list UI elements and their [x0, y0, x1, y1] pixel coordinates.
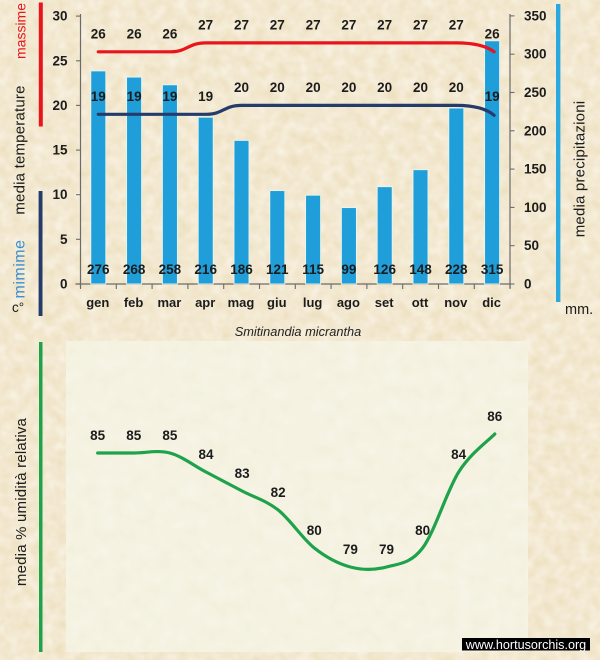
svg-text:148: 148	[409, 262, 432, 277]
svg-text:dic: dic	[482, 295, 501, 310]
svg-text:99: 99	[341, 262, 356, 277]
svg-text:27: 27	[341, 17, 356, 32]
svg-text:85: 85	[162, 428, 178, 443]
svg-text:228: 228	[445, 262, 468, 277]
svg-text:250: 250	[524, 85, 547, 100]
svg-text:27: 27	[413, 17, 428, 32]
svg-text:121: 121	[266, 262, 289, 277]
svg-text:216: 216	[194, 262, 217, 277]
svg-text:84: 84	[198, 447, 214, 462]
svg-text:20: 20	[413, 80, 428, 95]
svg-text:5: 5	[60, 232, 68, 247]
svg-text:gen: gen	[86, 295, 109, 310]
svg-text:115: 115	[302, 262, 324, 277]
svg-text:27: 27	[377, 17, 392, 32]
svg-text:mimime: mimime	[12, 240, 29, 299]
svg-text:80: 80	[307, 523, 322, 538]
svg-text:19: 19	[91, 89, 106, 104]
svg-text:85: 85	[126, 428, 142, 443]
svg-text:19: 19	[485, 89, 500, 104]
svg-text:mm.: mm.	[565, 302, 593, 318]
svg-text:mar: mar	[157, 295, 181, 310]
svg-text:20: 20	[306, 80, 321, 95]
svg-text:massime: massime	[13, 3, 29, 59]
svg-text:27: 27	[270, 17, 285, 32]
svg-text:giu: giu	[267, 295, 287, 310]
svg-text:86: 86	[487, 409, 503, 424]
svg-text:20: 20	[449, 80, 464, 95]
svg-text:27: 27	[198, 17, 213, 32]
svg-text:150: 150	[524, 162, 547, 177]
svg-text:media temperature: media temperature	[12, 85, 29, 214]
svg-text:186: 186	[230, 262, 253, 277]
svg-text:26: 26	[485, 26, 501, 41]
svg-text:100: 100	[524, 200, 547, 215]
svg-text:85: 85	[90, 428, 106, 443]
svg-text:315: 315	[481, 262, 504, 277]
svg-text:300: 300	[524, 47, 547, 62]
svg-text:84: 84	[451, 447, 467, 462]
svg-text:276: 276	[87, 262, 110, 277]
svg-text:19: 19	[198, 89, 213, 104]
svg-text:ott: ott	[412, 295, 429, 310]
svg-text:c°: c°	[12, 300, 24, 315]
svg-text:26: 26	[127, 26, 143, 41]
svg-text:feb: feb	[124, 295, 144, 310]
svg-text:0: 0	[60, 277, 68, 292]
svg-text:126: 126	[373, 262, 396, 277]
svg-text:50: 50	[524, 238, 539, 253]
svg-text:26: 26	[91, 26, 107, 41]
svg-text:82: 82	[271, 485, 286, 500]
svg-text:0: 0	[524, 277, 532, 292]
svg-text:350: 350	[524, 8, 547, 23]
svg-text:258: 258	[159, 262, 182, 277]
svg-text:apr: apr	[195, 295, 215, 310]
svg-text:nov: nov	[444, 295, 468, 310]
svg-text:20: 20	[341, 80, 356, 95]
svg-text:20: 20	[377, 80, 392, 95]
svg-text:ago: ago	[337, 295, 360, 310]
svg-text:10: 10	[52, 187, 67, 202]
svg-text:15: 15	[52, 143, 68, 158]
svg-text:Smitinandia micrantha: Smitinandia micrantha	[235, 324, 362, 339]
svg-text:mag: mag	[228, 295, 255, 310]
svg-text:83: 83	[235, 466, 251, 481]
svg-text:set: set	[375, 295, 394, 310]
svg-text:26: 26	[162, 26, 178, 41]
svg-text:lug: lug	[303, 295, 323, 310]
svg-text:19: 19	[127, 89, 142, 104]
svg-text:20: 20	[234, 80, 249, 95]
svg-text:27: 27	[234, 17, 249, 32]
svg-text:www.hortusorchis.org: www.hortusorchis.org	[465, 638, 586, 652]
svg-text:media % umidità relativa: media % umidità relativa	[13, 417, 30, 586]
svg-text:200: 200	[524, 123, 547, 138]
svg-text:79: 79	[343, 542, 358, 557]
svg-text:80: 80	[415, 523, 430, 538]
svg-text:27: 27	[306, 17, 321, 32]
svg-text:27: 27	[449, 17, 464, 32]
svg-text:20: 20	[52, 98, 67, 113]
svg-text:media precipitazioni: media precipitazioni	[572, 101, 589, 238]
svg-text:20: 20	[270, 80, 285, 95]
svg-text:268: 268	[123, 262, 146, 277]
svg-text:19: 19	[162, 89, 177, 104]
svg-text:25: 25	[52, 53, 68, 68]
svg-text:79: 79	[379, 542, 394, 557]
svg-text:30: 30	[52, 9, 67, 24]
